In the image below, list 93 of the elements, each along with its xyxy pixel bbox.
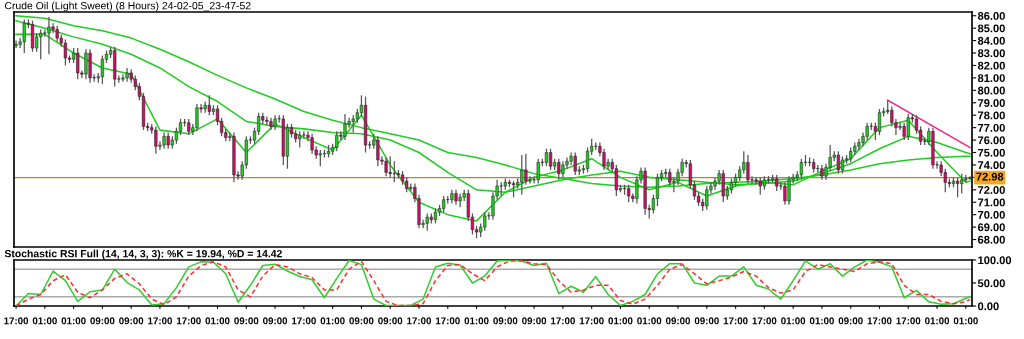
- candlestick: [877, 108, 882, 136]
- x-tick-label: 01:00: [320, 317, 345, 325]
- candlestick: [960, 173, 964, 195]
- x-tick-label: 01:00: [205, 317, 230, 325]
- y-tick-label: 82.00: [977, 61, 1005, 70]
- x-tick-label: 01:00: [464, 317, 489, 325]
- chart-title: Crude Oil (Light Sweet) (8 Hours) 24-02-05_23-47-52: [4, 1, 251, 12]
- x-tick-label: 17:00: [579, 317, 604, 325]
- x-tick-label: 17:00: [407, 317, 432, 325]
- y-tick-label: 50.00: [977, 279, 1005, 288]
- candlestick: [548, 148, 553, 171]
- x-tick-label: 09:00: [349, 317, 374, 325]
- candlestick: [783, 181, 787, 206]
- y-tick-label: 76.00: [978, 136, 1005, 145]
- candlestick: [265, 115, 269, 126]
- candlestick: [836, 150, 840, 175]
- candlestick: [376, 135, 380, 167]
- x-tick-label: 17:00: [551, 317, 575, 325]
- candlestick: [388, 155, 392, 178]
- x-tick-label: 01:00: [953, 317, 978, 325]
- y-tick-label: 79.00: [978, 99, 1005, 107]
- y-tick-label: 70.00: [978, 210, 1005, 219]
- candlestick: [721, 169, 725, 203]
- candlestick: [84, 48, 88, 80]
- x-tick-label: 17:00: [867, 317, 892, 325]
- candlestick: [76, 47, 80, 80]
- y-tick-label: 81.00: [977, 74, 1005, 83]
- y-tick-label: 80.00: [977, 86, 1005, 95]
- x-tick-label: 09:00: [493, 317, 518, 325]
- x-tick-label: 17:00: [176, 317, 201, 325]
- candlestick: [458, 192, 462, 208]
- y-tick-label: 68.00: [977, 235, 1005, 244]
- x-tick-label: 17:00: [4, 317, 29, 325]
- candlestick: [746, 154, 750, 185]
- x-tick-label: 01:00: [925, 317, 950, 325]
- y-tick-label: 77.00: [978, 123, 1005, 132]
- chart-title: Stochastic RSI Full (14, 14, 3, 3): %K = 19.94, %D = 14.42: [4, 249, 282, 260]
- candlestick: [30, 20, 35, 53]
- x-tick-label: 09:00: [665, 317, 691, 325]
- candlestick: [63, 38, 67, 67]
- x-tick-label: 01:00: [637, 317, 662, 325]
- y-tick-label: 84.00: [977, 36, 1005, 45]
- candlestick: [310, 133, 314, 155]
- candlestick: [536, 158, 540, 185]
- y-tick-label: 75.00: [978, 148, 1005, 157]
- x-tick-label: 17:00: [292, 317, 316, 325]
- candlestick: [195, 103, 199, 132]
- candlestick: [524, 153, 528, 186]
- x-tick-label: 01:00: [61, 317, 86, 325]
- x-tick-label: 01:00: [809, 317, 834, 325]
- x-tick-label: 17:00: [148, 317, 172, 325]
- candlestick: [906, 113, 910, 141]
- y-tick-label: 69.00: [977, 223, 1005, 232]
- y-tick-label: 85.00: [977, 24, 1005, 33]
- y-tick-label: 100.00: [978, 256, 1012, 265]
- candlestick: [302, 130, 306, 140]
- x-tick-label: 09:00: [234, 317, 259, 325]
- candlestick: [343, 113, 347, 141]
- x-tick-label: 01:00: [781, 317, 806, 325]
- x-tick-label: 09:00: [838, 317, 863, 325]
- candlestick: [573, 151, 577, 176]
- candlestick: [335, 130, 339, 152]
- y-tick-label: 72.00: [978, 186, 1005, 194]
- x-tick-label: 09:00: [522, 317, 547, 325]
- candlestick: [557, 158, 561, 181]
- x-tick-label: 09:00: [119, 317, 144, 325]
- candlestick: [956, 176, 960, 198]
- y-tick-label: 74.00: [978, 161, 1005, 170]
- candlestick: [100, 54, 104, 85]
- x-tick-label: 09:00: [378, 317, 403, 325]
- y-tick-label: 86.00: [977, 12, 1005, 20]
- y-tick-label: 83.00: [977, 49, 1005, 58]
- candlestick: [384, 156, 388, 177]
- candlestick: [705, 185, 709, 211]
- candlestick: [154, 125, 158, 155]
- x-tick-label: 09:00: [90, 317, 115, 325]
- ref-line-label: 72.98: [976, 172, 1004, 181]
- x-tick-label: 17:00: [896, 317, 921, 325]
- x-tick-label: 01:00: [608, 317, 633, 325]
- y-tick-label: 78.00: [978, 111, 1005, 120]
- candlestick: [754, 176, 758, 186]
- candlestick: [392, 160, 396, 183]
- y-tick-label: 71.00: [978, 198, 1005, 207]
- x-tick-label: 17:00: [435, 317, 460, 325]
- x-tick-label: 17:00: [723, 317, 748, 325]
- x-tick-label: 09:00: [263, 317, 288, 325]
- x-tick-label: 01:00: [32, 317, 57, 325]
- candlestick: [14, 39, 18, 49]
- y-tick-label: 0.00: [977, 302, 999, 311]
- candlestick: [799, 158, 803, 180]
- candlestick: [207, 94, 211, 116]
- x-tick-label: 17:00: [752, 317, 777, 325]
- x-tick-label: 09:00: [694, 317, 719, 325]
